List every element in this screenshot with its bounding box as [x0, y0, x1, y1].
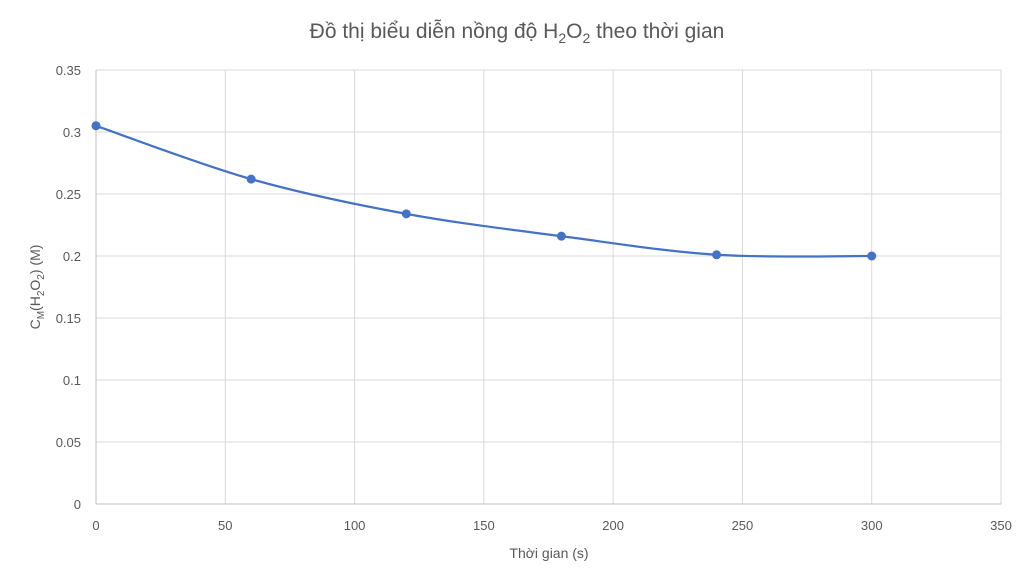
ylabel-close: ) (M) — [27, 245, 43, 275]
y-tick-label: 0.2 — [63, 249, 81, 264]
ylabel-c: C — [27, 319, 43, 329]
y-tick-label: 0.05 — [56, 435, 81, 450]
title-subscript-1: 2 — [558, 30, 566, 46]
chart-title: Đồ thị biểu diễn nồng độ H2O2 theo thời … — [310, 20, 725, 46]
data-point — [712, 250, 722, 260]
tick-labels: 0 50 100 150 200 250 300 350 0 0.05 0.1 0.15 0.2 0.25… — [56, 63, 1012, 533]
ylabel-sub-m: M — [36, 311, 47, 319]
x-tick-label: 250 — [732, 518, 754, 533]
x-tick-label: 200 — [602, 518, 624, 533]
ylabel-mid: O — [27, 280, 43, 291]
y-tick-label: 0.1 — [63, 373, 81, 388]
y-tick-label: 0.25 — [56, 187, 81, 202]
x-tick-label: 0 — [92, 518, 99, 533]
x-tick-label: 350 — [990, 518, 1012, 533]
ylabel-open: (H — [27, 296, 43, 311]
y-tick-label: 0.35 — [56, 63, 81, 78]
gridlines — [96, 69, 1002, 504]
title-main: Đồ thị biểu diễn nồng độ H — [310, 20, 559, 43]
x-tick-label: 100 — [344, 518, 366, 533]
ylabel-sub-2: 2 — [36, 274, 47, 280]
title-subscript-2: 2 — [583, 30, 591, 46]
x-tick-label: 150 — [473, 518, 495, 533]
data-point — [91, 121, 101, 131]
x-axis-title: Thời gian (s) — [509, 545, 588, 561]
data-point — [401, 209, 411, 219]
ylabel-sub-1: 2 — [36, 290, 47, 296]
x-tick-label: 50 — [218, 518, 232, 533]
y-tick-label: 0.3 — [63, 125, 81, 140]
title-tail: theo thời gian — [590, 20, 724, 43]
series-line — [95, 124, 872, 258]
data-point — [246, 174, 256, 184]
y-axis-title: CM(H2O2) (M) — [27, 245, 47, 330]
y-tick-label: 0 — [74, 497, 81, 512]
y-tick-label: 0.15 — [56, 311, 81, 326]
data-point — [556, 231, 566, 241]
axes — [95, 70, 1001, 505]
x-tick-label: 300 — [861, 518, 883, 533]
data-series — [91, 121, 877, 261]
data-point — [867, 251, 877, 261]
title-mid: O — [566, 20, 582, 43]
